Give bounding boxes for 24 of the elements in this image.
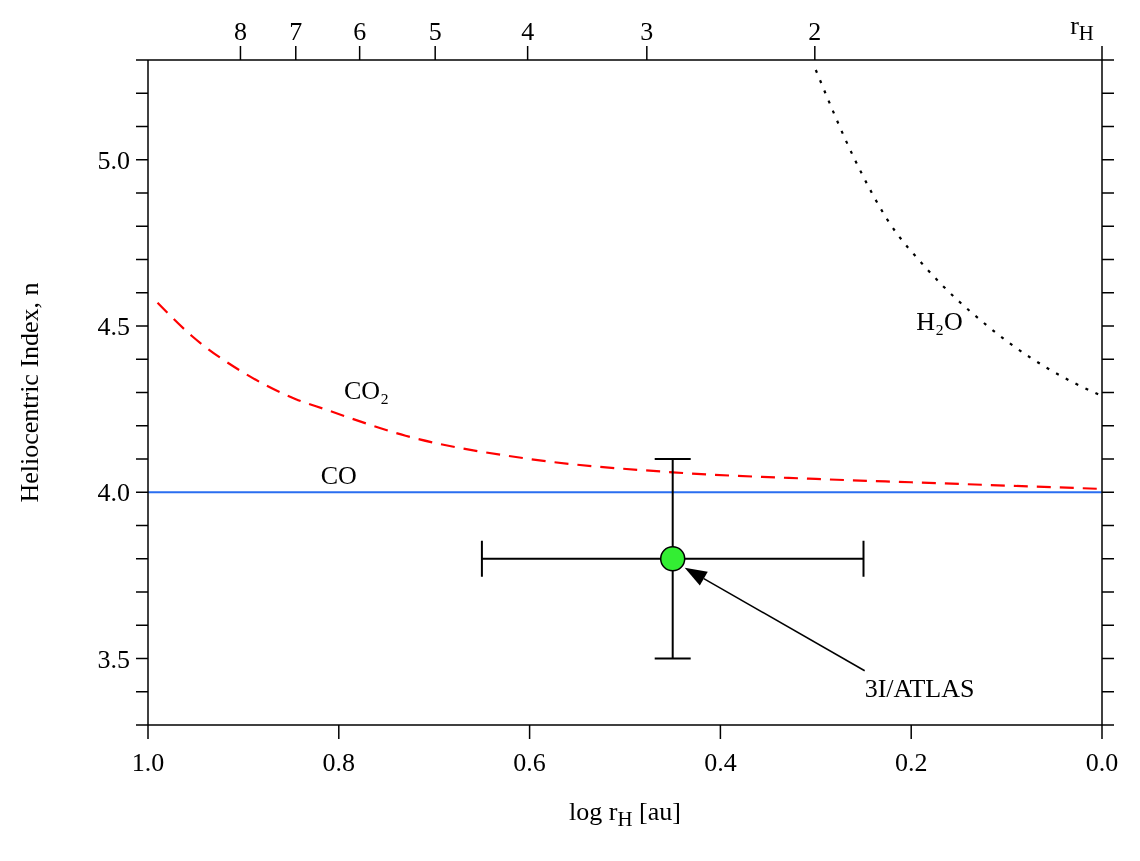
x2-tick-label: 8 <box>233 17 247 46</box>
x-tick-label: 0.2 <box>894 748 928 777</box>
x-tick-label: 0.4 <box>704 748 737 777</box>
y-tick-label: 5.0 <box>97 145 130 175</box>
y-tick-label: 3.5 <box>97 644 130 674</box>
x-tick-label: 0.8 <box>322 748 356 777</box>
x-axis-title: log r$_{H}$ [au] <box>569 797 681 831</box>
series-label: CO₂ <box>343 376 390 406</box>
x2-tick-label: 6 <box>353 17 367 46</box>
x-tick-label: 0.6 <box>513 748 546 777</box>
x2-tick-label: 7 <box>289 17 303 46</box>
x2-tick-label: 2 <box>808 17 822 46</box>
x-tick-label: 0.0 <box>1085 748 1119 777</box>
y-axis-title: Heliocentric Index, n <box>15 282 44 503</box>
series-label: H₂O <box>916 307 963 336</box>
x-tick-label: 1.0 <box>131 748 165 777</box>
x2-tick-label: 3 <box>640 17 654 46</box>
annotation: 3I/ATLAS <box>864 673 975 703</box>
x2-tick-label: 5 <box>428 17 442 46</box>
x2-axis-title: r$_{H}$ <box>1070 11 1094 45</box>
y-tick-label: 4.5 <box>97 312 130 341</box>
x2-tick-label: 4 <box>521 17 535 46</box>
y-tick-label: 4.0 <box>97 478 130 508</box>
series-label: CO <box>320 461 357 491</box>
